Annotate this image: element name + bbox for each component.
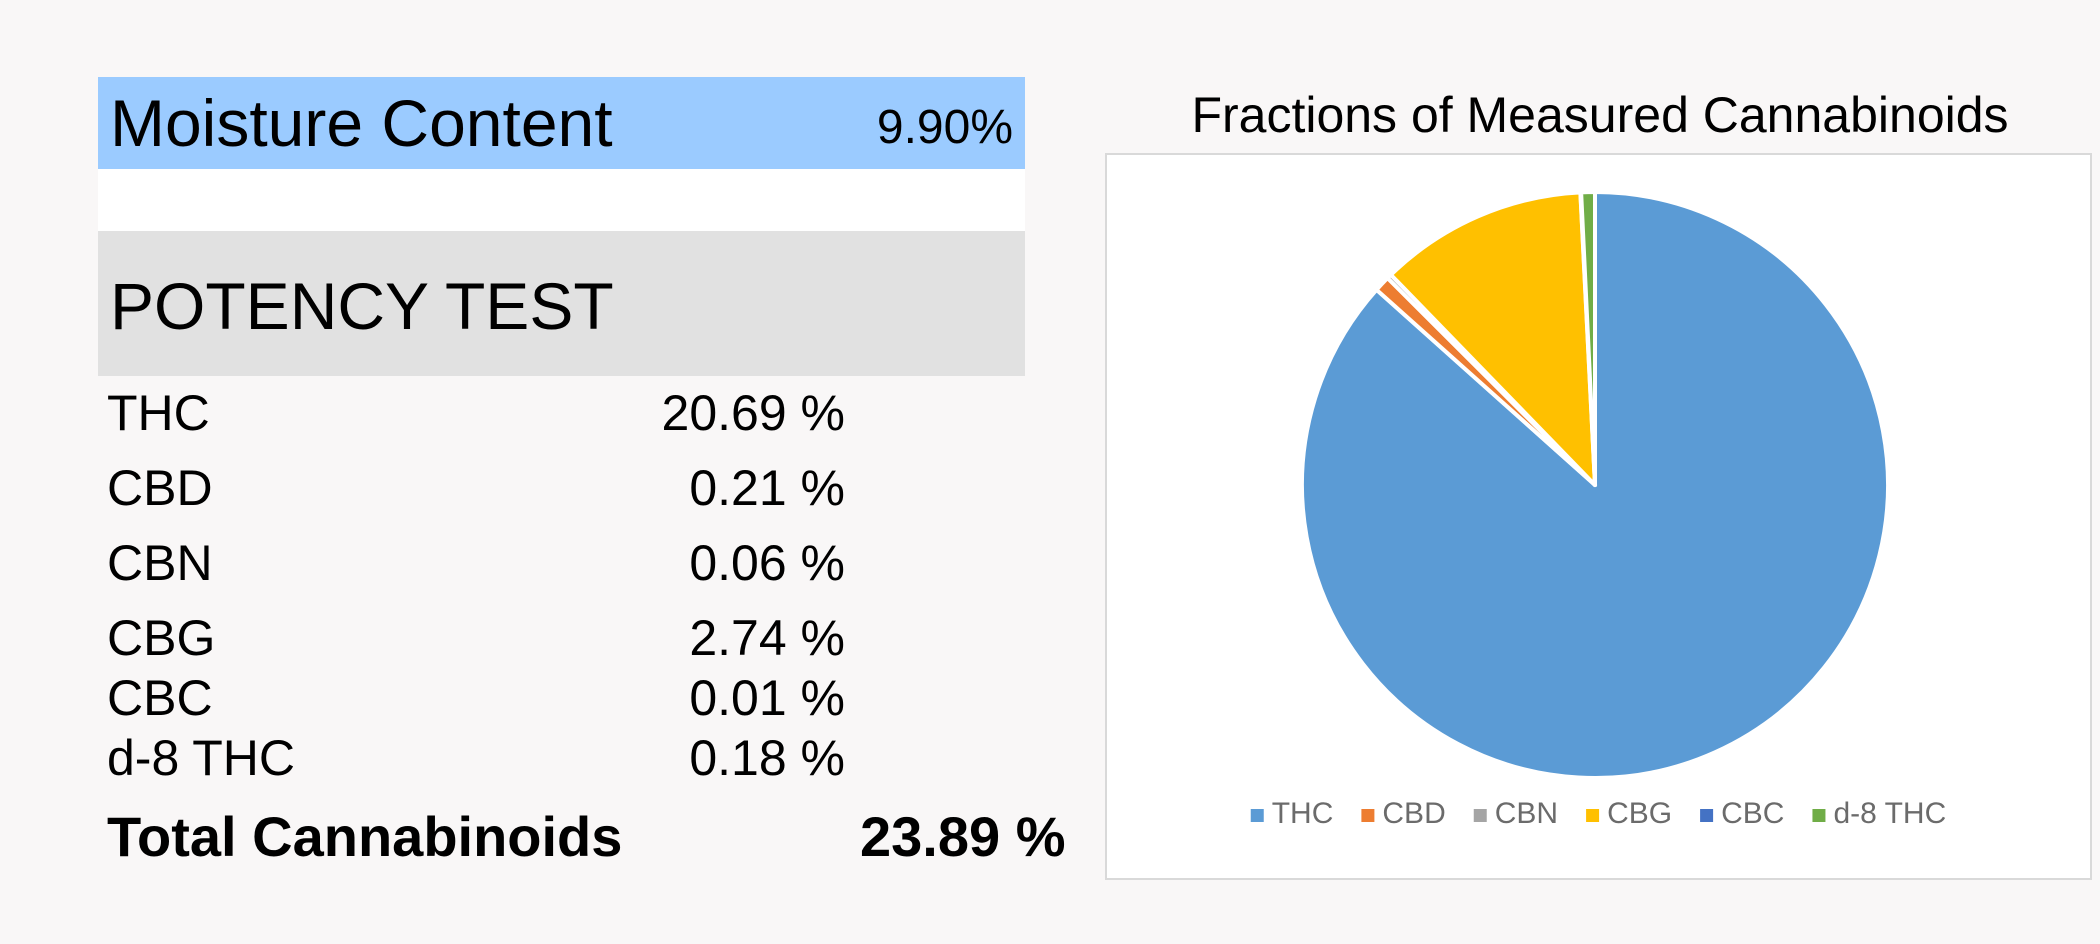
total-cannabinoids-label: Total Cannabinoids (107, 805, 623, 868)
cannabinoid-name: THC (107, 385, 210, 441)
chart-legend: THC CBD CBN CBG CBC d-8 THC (1250, 797, 1946, 830)
cannabinoid-name: d-8 THC (107, 730, 296, 786)
pie-chart: THC CBD CBN CBG CBC d-8 THC (1105, 153, 2092, 880)
cannabinoid-name: CBD (107, 460, 213, 516)
moisture-content-value: 9.90% (876, 101, 1013, 154)
legend-label: d-8 THC (1833, 797, 1946, 830)
moisture-content-label: Moisture Content (110, 86, 613, 160)
legend-swatch (1586, 809, 1600, 822)
pie-slice-cbg (1388, 190, 1597, 487)
table-row: d-8 THC 0.18 % (0, 729, 1100, 789)
pie-slice-d-8-thc (1579, 190, 1597, 487)
legend-item: CBG (1586, 797, 1672, 830)
legend-label: CBN (1495, 797, 1558, 830)
potency-test-label: POTENCY TEST (110, 269, 614, 343)
legend-label: THC (1272, 797, 1334, 830)
legend-swatch (1473, 809, 1487, 822)
legend-swatch (1700, 809, 1714, 822)
table-row: CBN 0.06 % (0, 534, 1100, 594)
table-row: CBD 0.21 % (0, 459, 1100, 519)
spacer-band (98, 169, 1025, 231)
legend-item: THC (1250, 797, 1334, 830)
legend-swatch (1250, 809, 1264, 822)
legend-item: d-8 THC (1812, 797, 1946, 830)
table-row: CBC 0.01 % (0, 669, 1100, 729)
legend-label: CBG (1607, 797, 1672, 830)
chart-title: Fractions of Measured Cannabinoids (1191, 87, 2009, 143)
potency-test-header: POTENCY TEST (98, 231, 1025, 376)
cannabinoid-value: 0.18 % (689, 730, 845, 786)
cannabinoid-name: CBN (107, 535, 213, 591)
legend-swatch (1812, 809, 1826, 822)
cannabinoid-name: CBC (107, 670, 213, 726)
legend-label: CBD (1382, 797, 1445, 830)
legend-item: CBN (1473, 797, 1558, 830)
legend-swatch (1361, 809, 1375, 822)
cannabinoid-value: 0.01 % (689, 670, 845, 726)
table-row: THC 20.69 % (0, 384, 1100, 444)
cannabinoid-value: 0.06 % (689, 535, 845, 591)
pie-chart-svg: THC CBD CBN CBG CBC d-8 THC (1250, 190, 1946, 830)
table-row: CBG 2.74 % (0, 609, 1100, 669)
legend-label: CBC (1721, 797, 1784, 830)
cannabinoid-value: 20.69 % (661, 385, 845, 441)
total-cannabinoids-value: 23.89 % (860, 805, 1066, 868)
cannabinoid-value: 0.21 % (689, 460, 845, 516)
legend-item: CBC (1700, 797, 1784, 830)
legend-item: CBD (1361, 797, 1446, 830)
pie-slice-thc (1300, 190, 1890, 780)
moisture-content-bar: Moisture Content 9.90% (98, 77, 1025, 169)
cannabinoid-value: 2.74 % (689, 610, 845, 666)
cannabinoid-name: CBG (107, 610, 216, 666)
